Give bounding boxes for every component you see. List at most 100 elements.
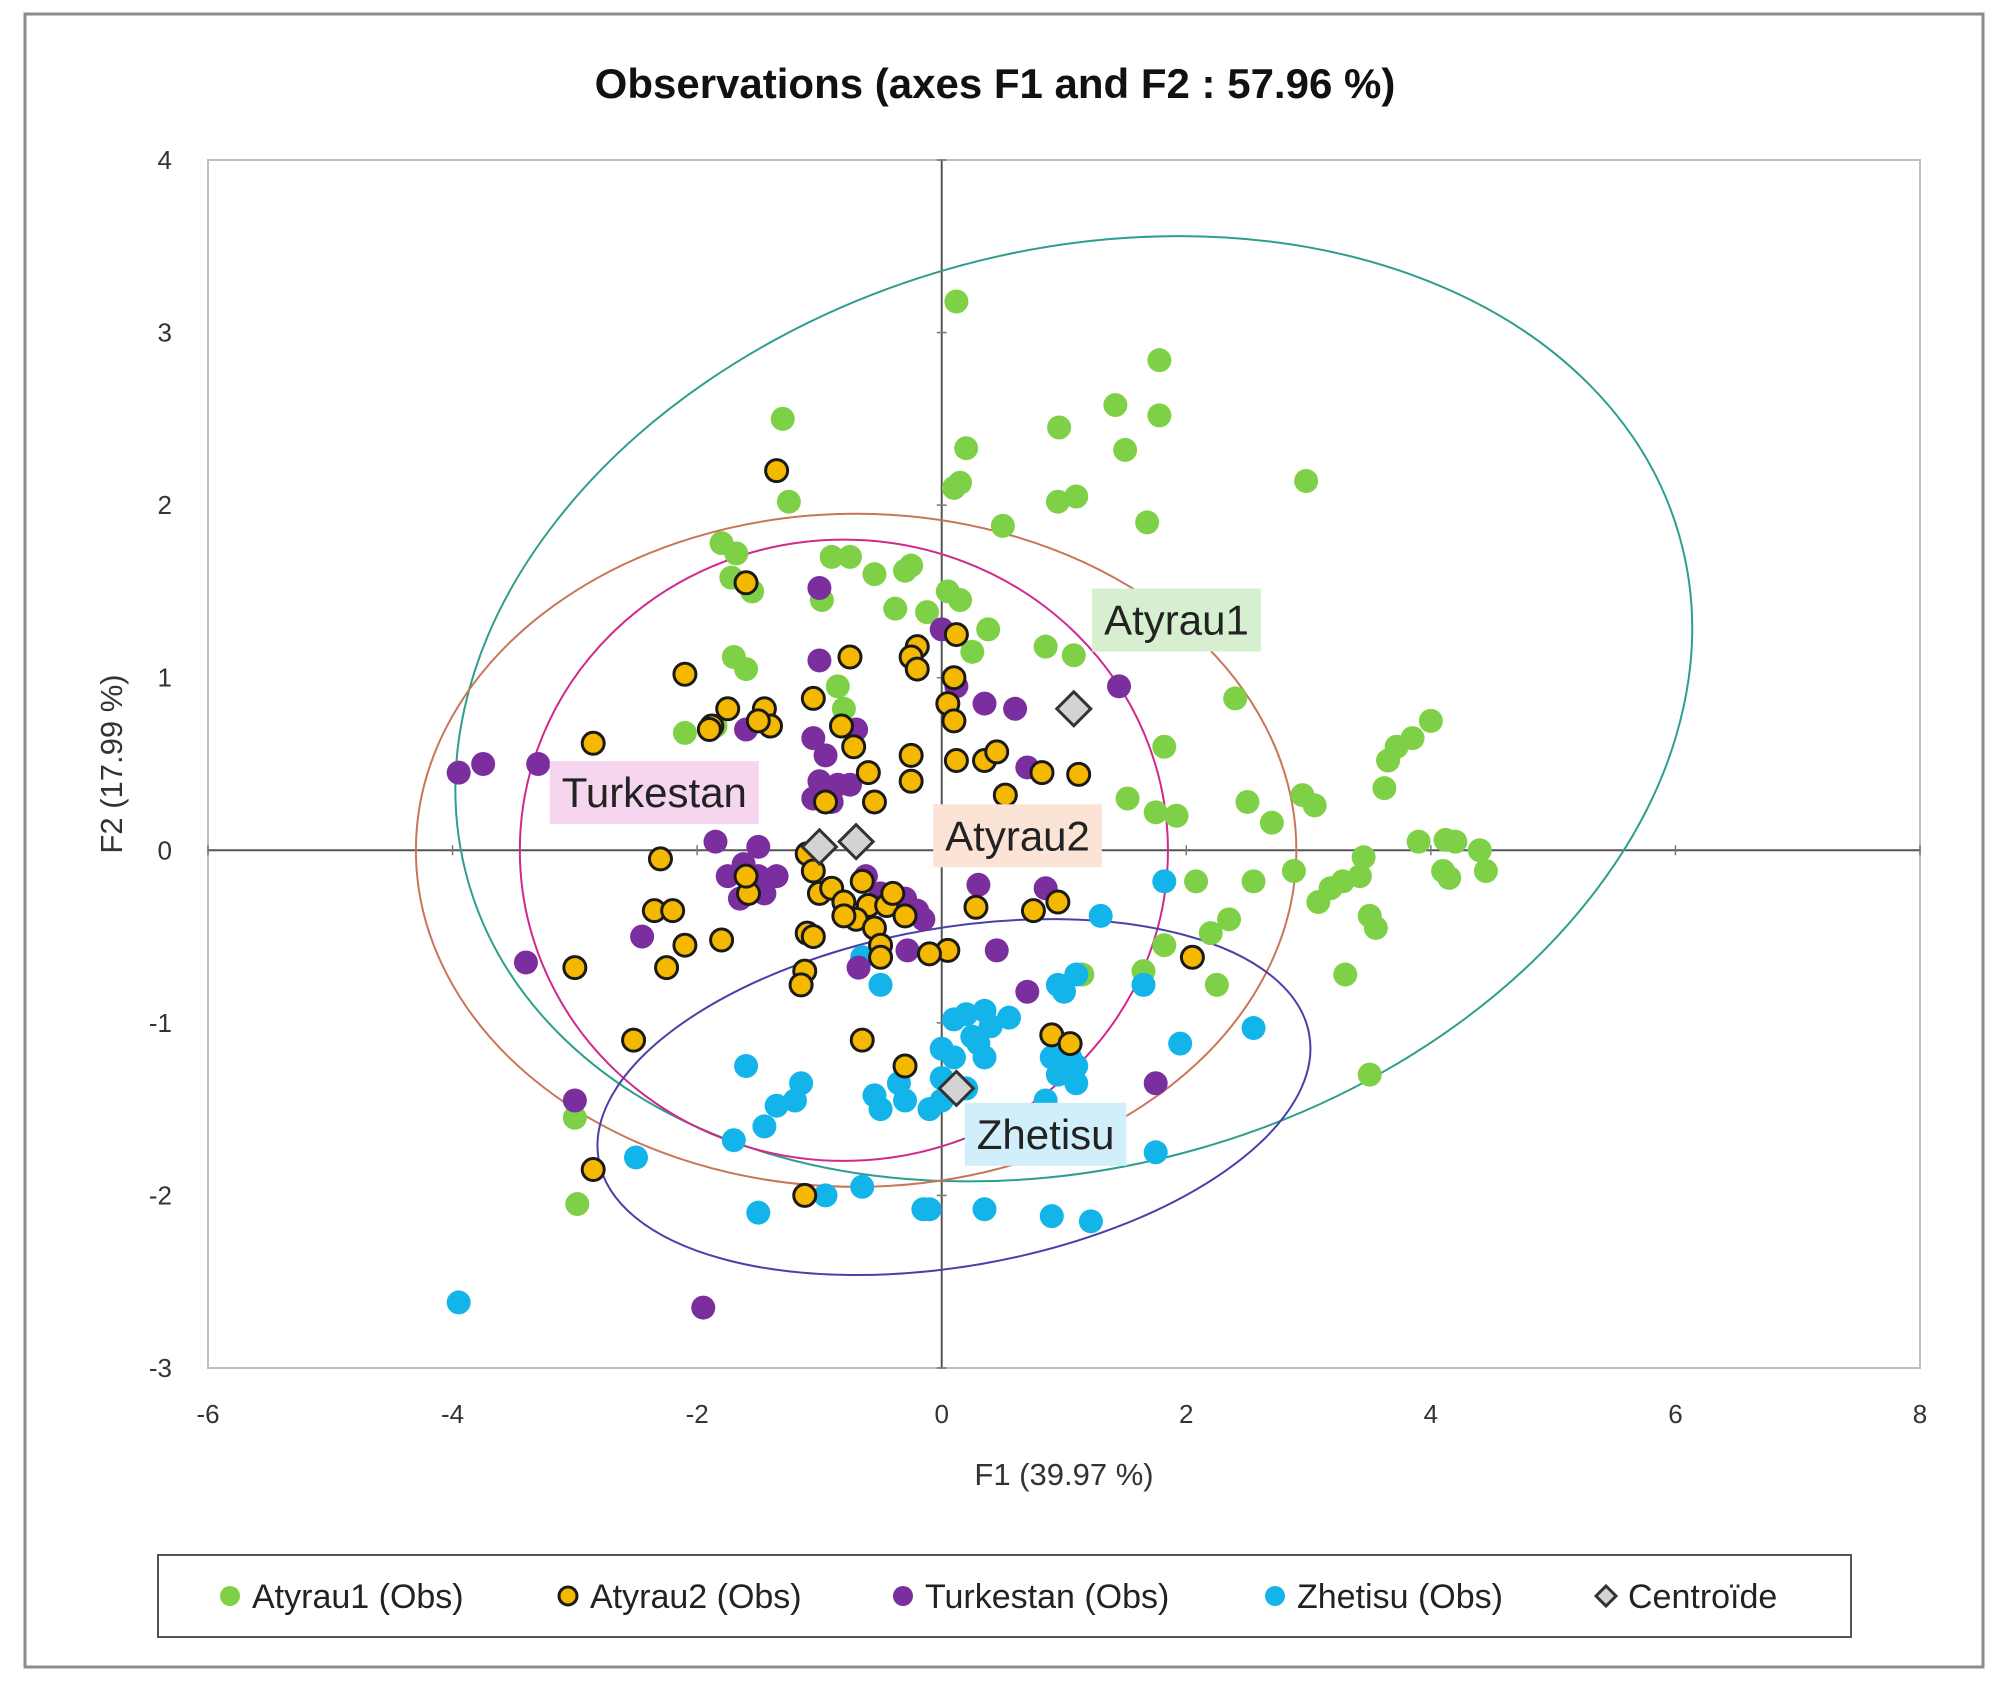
legend-label: Atyrau2 (Obs) xyxy=(590,1578,802,1616)
zhetisu-point xyxy=(1265,1586,1285,1606)
atyrau2-point xyxy=(861,789,887,815)
atyrau1-point xyxy=(1103,393,1128,418)
group-label-background xyxy=(933,804,1102,868)
zhetisu-point xyxy=(978,1014,1003,1039)
zhetisu-point xyxy=(1241,1016,1266,1041)
turkestan-point xyxy=(562,1088,587,1113)
turkestan-point xyxy=(703,829,728,854)
zhetisu-point xyxy=(752,1114,777,1139)
atyrau1-point xyxy=(1184,869,1209,894)
zhetisu-point xyxy=(1152,869,1177,894)
turkestan-point xyxy=(895,938,920,963)
turkestan-point xyxy=(984,938,1009,963)
atyrau2-point xyxy=(1179,944,1205,970)
zhetisu-point xyxy=(1064,1071,1089,1096)
atyrau2-point xyxy=(1045,889,1071,915)
atyrau1-point xyxy=(825,674,850,699)
x-tick-label: 0 xyxy=(934,1399,948,1429)
turkestan-point xyxy=(846,955,871,980)
zhetisu-point xyxy=(1168,1031,1193,1056)
atyrau2-point xyxy=(764,458,790,484)
zhetisu-point xyxy=(996,1005,1021,1030)
turkestan-point xyxy=(966,872,991,897)
observation-points xyxy=(446,289,1498,1320)
atyrau1-point xyxy=(1306,890,1331,915)
atyrau1-point xyxy=(915,600,940,625)
atyrau2-point xyxy=(562,955,588,981)
atyrau2-point xyxy=(647,846,673,872)
atyrau1-point xyxy=(1064,484,1089,509)
turkestan-point xyxy=(801,726,826,751)
legend-box xyxy=(157,1554,1852,1638)
atyrau1-point xyxy=(1431,858,1456,883)
turkestan-point xyxy=(807,648,832,673)
turkestan-point xyxy=(1015,979,1040,1004)
atyrau1-point xyxy=(1241,869,1266,894)
atyrau2-point xyxy=(672,661,698,687)
turkestan-point xyxy=(911,907,936,932)
atyrau2-point xyxy=(800,924,826,950)
zhetisu-point xyxy=(746,1200,771,1225)
atyrau1-point xyxy=(1357,1062,1382,1087)
y-axis-title: F2 (17.99 %) xyxy=(94,674,129,853)
zhetisu-point xyxy=(1052,979,1076,1004)
zhetisu-point xyxy=(911,1197,936,1222)
zhetisu-point xyxy=(893,1088,918,1113)
group-label-background xyxy=(1092,588,1261,652)
y-tick-label: 1 xyxy=(158,663,172,693)
x-tick-label: -4 xyxy=(441,1399,464,1429)
y-tick-label: -3 xyxy=(149,1353,172,1383)
turkestan-point xyxy=(513,950,538,975)
x-tick-label: -2 xyxy=(686,1399,709,1429)
atyrau1-point xyxy=(1204,972,1229,997)
turkestan-point xyxy=(1107,674,1132,699)
atyrau2-point xyxy=(898,768,924,794)
group-label-atyrau2: Atyrau2 xyxy=(933,804,1102,868)
legend-item-centroid: Centroïde xyxy=(1593,1578,1777,1616)
atyrau1-point xyxy=(734,657,759,682)
atyrau2-point xyxy=(943,748,969,774)
atyrau2-point xyxy=(855,760,881,786)
atyrau1-point xyxy=(960,639,985,664)
atyrau1-point xyxy=(1259,810,1284,835)
turkestan-point xyxy=(764,864,789,889)
y-tick-label: 4 xyxy=(158,145,172,175)
atyrau1-point xyxy=(948,588,973,613)
atyrau1-point xyxy=(1400,726,1425,751)
atyrau1-point xyxy=(1033,634,1058,659)
turkestan-point xyxy=(838,772,862,797)
group-label-text: Zhetisu xyxy=(977,1111,1115,1158)
atyrau2-point xyxy=(715,696,741,722)
plot-area xyxy=(207,159,1921,1369)
atyrau2-point xyxy=(733,863,759,889)
atyrau1-point xyxy=(565,1192,590,1217)
centroid-marker xyxy=(937,1069,976,1108)
centroid-marker xyxy=(1593,1583,1619,1609)
atyrau1-point xyxy=(1147,403,1172,428)
atyrau1-point xyxy=(1152,933,1177,958)
atyrau1-point xyxy=(776,489,801,514)
atyrau2-point xyxy=(904,656,930,682)
atyrau2-point xyxy=(831,903,857,929)
zhetisu-point xyxy=(1078,1209,1103,1234)
atyrau2-point xyxy=(800,685,826,711)
atyrau1-point xyxy=(1281,858,1306,883)
atyrau2-point xyxy=(813,789,839,815)
atyrau1-point xyxy=(1372,776,1397,801)
atyrau2-point xyxy=(709,927,735,953)
x-tick-label: -6 xyxy=(196,1399,219,1429)
atyrau1-point xyxy=(1223,686,1248,711)
group-label-turkestan: Turkestan xyxy=(549,761,759,825)
atyrau1-point xyxy=(1113,437,1138,462)
legend-label: Centroïde xyxy=(1628,1578,1777,1616)
group-label-background xyxy=(964,1102,1127,1166)
zhetisu-point xyxy=(1045,1062,1070,1087)
x-tick-label: 4 xyxy=(1424,1399,1438,1429)
atyrau1-point xyxy=(1061,643,1086,668)
turkestan-point xyxy=(972,691,997,716)
y-tick-label: -1 xyxy=(149,1008,172,1038)
zhetisu-point xyxy=(850,1174,875,1199)
y-tick-label: 3 xyxy=(158,318,172,348)
atyrau2-point xyxy=(660,898,686,924)
zhetisu-point xyxy=(868,1097,893,1122)
